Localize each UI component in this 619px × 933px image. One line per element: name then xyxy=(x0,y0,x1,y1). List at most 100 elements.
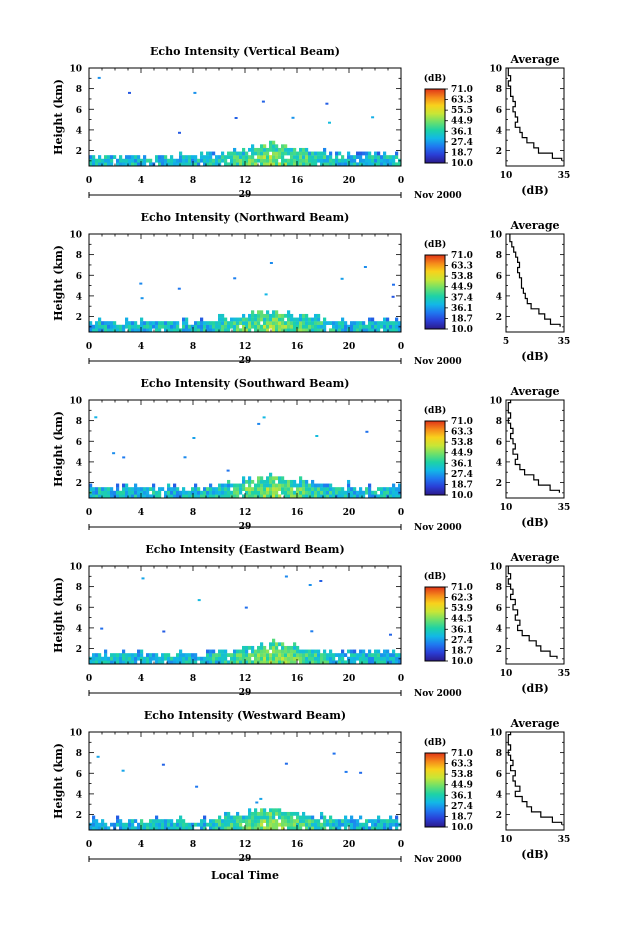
heatmap-cell xyxy=(161,822,165,827)
x-tick-label: 8 xyxy=(190,342,196,352)
profile-y-tick-label: 10 xyxy=(489,729,502,739)
heatmap-cell xyxy=(251,819,255,823)
heatmap-cell xyxy=(257,494,261,499)
heatmap-cell xyxy=(287,313,291,318)
heatmap-cell xyxy=(377,494,381,499)
heatmap-cell xyxy=(254,317,258,322)
heatmap-cell xyxy=(284,815,288,820)
heatmap-cell xyxy=(275,656,279,661)
x-tick-label: 0 xyxy=(398,508,404,518)
heatmap-cell xyxy=(158,328,162,333)
heatmap-cell xyxy=(302,656,306,661)
heatmap-cell xyxy=(254,822,258,827)
heatmap-cell xyxy=(158,494,162,499)
heatmap-cell xyxy=(272,808,276,813)
heatmap-cell xyxy=(239,328,243,333)
heatmap-cell xyxy=(383,328,387,333)
heatmap-cell xyxy=(110,162,114,167)
heatmap-cell xyxy=(269,321,273,325)
heatmap-cell xyxy=(380,158,384,163)
heatmap-cell xyxy=(362,162,366,167)
heatmap-cell xyxy=(122,822,126,827)
heatmap-cell xyxy=(260,147,264,152)
heatmap-cell xyxy=(347,487,351,491)
heatmap-cell xyxy=(245,653,249,657)
y-tick-label: 8 xyxy=(76,85,82,95)
heatmap-cell xyxy=(155,819,159,823)
heatmap-cell xyxy=(335,162,339,167)
x-tick-label: 4 xyxy=(138,342,144,352)
heatmap-cell xyxy=(281,324,285,329)
heatmap-speck xyxy=(262,416,266,419)
heatmap-cell xyxy=(332,162,336,167)
heatmap-cell xyxy=(158,158,162,163)
heatmap-cell xyxy=(167,328,171,333)
heatmap-cell xyxy=(338,162,342,167)
heatmap-cell xyxy=(92,324,96,329)
heatmap-cell xyxy=(182,653,186,657)
heatmap-cell xyxy=(185,328,189,333)
heatmap-cell xyxy=(362,158,366,163)
heatmap-cell xyxy=(323,494,327,499)
heatmap-cell xyxy=(317,487,321,491)
heatmap-cell xyxy=(131,490,135,495)
heatmap-cell xyxy=(320,324,324,329)
heatmap-cell xyxy=(272,147,276,152)
heatmap-cell xyxy=(152,819,156,823)
heatmap-cell xyxy=(248,822,252,827)
heatmap-cell xyxy=(146,158,150,163)
x-ticks: 0 4 8 12 16 20 0 xyxy=(86,566,404,684)
heatmap-cell xyxy=(218,321,222,325)
heatmap-cell xyxy=(116,660,120,665)
heatmap-cell xyxy=(176,324,180,329)
heatmap-cell xyxy=(398,328,402,333)
heatmap-cell xyxy=(101,162,105,167)
heatmap-cell xyxy=(143,487,147,491)
heatmap-cell xyxy=(98,490,102,495)
heatmap-cell xyxy=(380,826,384,831)
heatmap-cell xyxy=(269,479,273,484)
colorbar-tick-label: 10.0 xyxy=(451,657,473,667)
heatmap-cell xyxy=(170,328,174,333)
heatmap-cell xyxy=(173,158,177,163)
heatmap-cell xyxy=(359,328,363,333)
heatmap-cell xyxy=(131,155,135,159)
heatmap-cell xyxy=(155,653,159,657)
heatmap-cell xyxy=(368,328,372,333)
heatmap-cell xyxy=(287,321,291,325)
heatmap-cell xyxy=(155,158,159,163)
heatmap-cell xyxy=(179,660,183,665)
heatmap-cell xyxy=(368,151,372,156)
heatmap-cell xyxy=(272,490,276,495)
heatmap-cell xyxy=(314,162,318,167)
heatmap-cell xyxy=(95,822,99,827)
heatmap-cell xyxy=(260,656,264,661)
heatmap-cell xyxy=(257,483,261,488)
heatmap-cell xyxy=(212,826,216,831)
heatmap-cell xyxy=(395,494,399,499)
heatmap-cell xyxy=(314,819,318,823)
heatmap-cell xyxy=(218,324,222,329)
heatmap-cell xyxy=(95,158,99,163)
colorbar-tick-label: 27.4 xyxy=(451,470,473,480)
heatmap-cell xyxy=(341,487,345,491)
heatmap-cell xyxy=(293,660,297,665)
heatmap-cell xyxy=(215,162,219,167)
heatmap-cell xyxy=(188,826,192,831)
heatmap-cell xyxy=(209,328,213,333)
heatmap-cell xyxy=(323,822,327,827)
heatmap-cell xyxy=(248,158,252,163)
heatmap-cell xyxy=(131,162,135,167)
profile-y-tick-label: 8 xyxy=(496,417,502,427)
heatmap-speck xyxy=(325,102,329,105)
heatmap-cell xyxy=(248,490,252,495)
heatmap-cell xyxy=(284,324,288,329)
heatmap-cell xyxy=(350,815,354,820)
heatmap-cell xyxy=(314,313,318,318)
heatmap-cell xyxy=(269,147,273,152)
heatmap-cell xyxy=(227,479,231,484)
heatmap-cell xyxy=(365,487,369,491)
heatmap-cell xyxy=(257,649,261,654)
heatmap-cell xyxy=(98,494,102,499)
